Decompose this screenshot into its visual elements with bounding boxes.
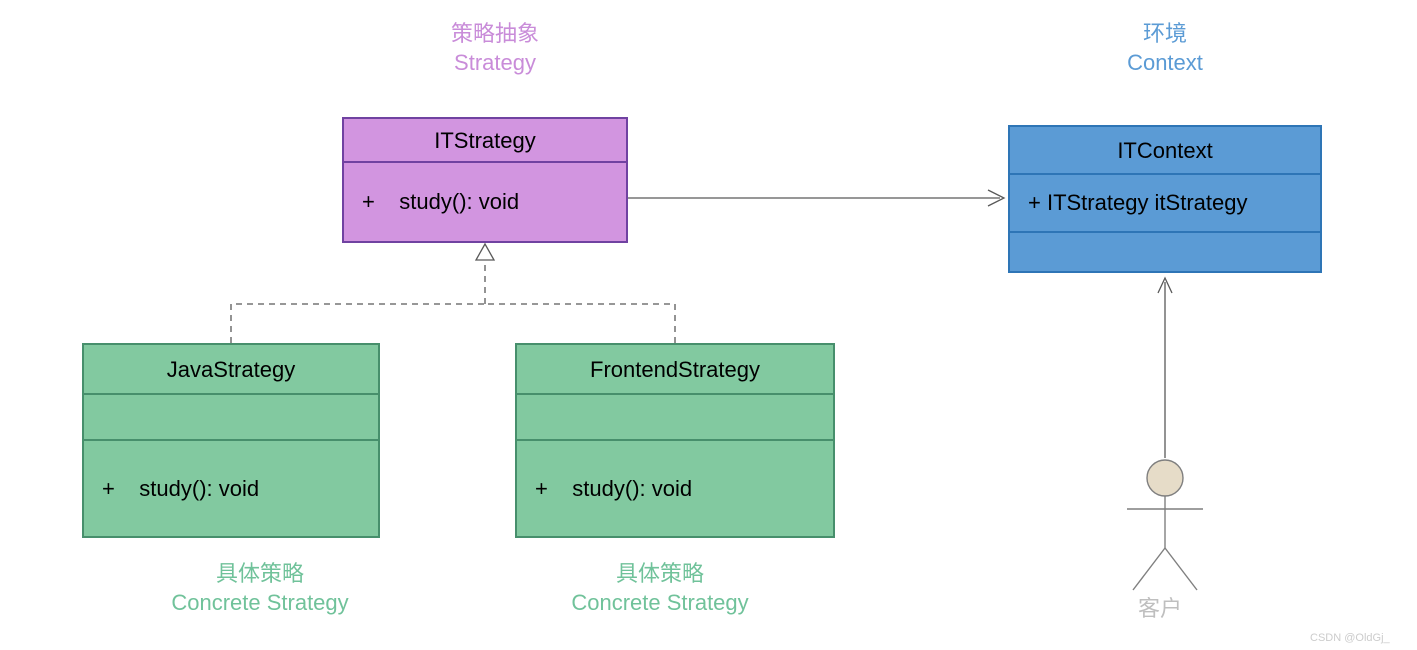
connectors-overlay — [0, 0, 1417, 650]
actor-leg-left — [1133, 548, 1165, 590]
frontendstrategy-title: FrontendStrategy — [517, 345, 833, 395]
itcontext-class-box: ITContext + ITStrategy itStrategy — [1008, 125, 1322, 273]
frontendstrategy-class-box: FrontendStrategy + study(): void — [515, 343, 835, 538]
strategy-abstract-en: Strategy — [454, 50, 536, 75]
javastrategy-method: + study(): void — [84, 441, 378, 536]
itcontext-title: ITContext — [1010, 127, 1320, 175]
concrete1-zh: 具体策略 — [216, 561, 304, 586]
itstrategy-class-box: ITStrategy + study(): void — [342, 117, 628, 243]
realize-java-line — [231, 304, 484, 343]
concrete-strategy-1-label: 具体策略 Concrete Strategy — [150, 560, 370, 617]
realize-frontend-line — [486, 304, 675, 343]
client-text: 客户 — [1138, 596, 1182, 621]
concrete2-en: Concrete Strategy — [571, 590, 748, 615]
client-label: 客户 — [1130, 595, 1190, 624]
assoc-arrowhead-icon — [988, 190, 1004, 206]
realize-triangle-arrowhead-icon — [476, 244, 494, 260]
context-label: 环境 Context — [1090, 20, 1240, 77]
itstrategy-title: ITStrategy — [344, 119, 626, 163]
actor-leg-right — [1165, 548, 1197, 590]
frontendstrategy-empty — [517, 395, 833, 441]
context-actor-arrowhead-icon — [1158, 278, 1172, 293]
context-zh: 环境 — [1143, 21, 1187, 46]
context-en: Context — [1127, 50, 1203, 75]
strategy-abstract-label: 策略抽象 Strategy — [420, 20, 570, 77]
javastrategy-class-box: JavaStrategy + study(): void — [82, 343, 380, 538]
itcontext-empty — [1010, 233, 1320, 271]
javastrategy-empty — [84, 395, 378, 441]
actor-head-icon — [1147, 460, 1183, 496]
concrete2-zh: 具体策略 — [616, 561, 704, 586]
javastrategy-title: JavaStrategy — [84, 345, 378, 395]
strategy-abstract-zh: 策略抽象 — [451, 21, 539, 46]
watermark-text: CSDN @OldGj_ — [1310, 632, 1390, 644]
itstrategy-method: + study(): void — [344, 163, 626, 241]
frontendstrategy-method: + study(): void — [517, 441, 833, 536]
itcontext-attr: + ITStrategy itStrategy — [1010, 175, 1320, 233]
concrete1-en: Concrete Strategy — [171, 590, 348, 615]
concrete-strategy-2-label: 具体策略 Concrete Strategy — [550, 560, 770, 617]
